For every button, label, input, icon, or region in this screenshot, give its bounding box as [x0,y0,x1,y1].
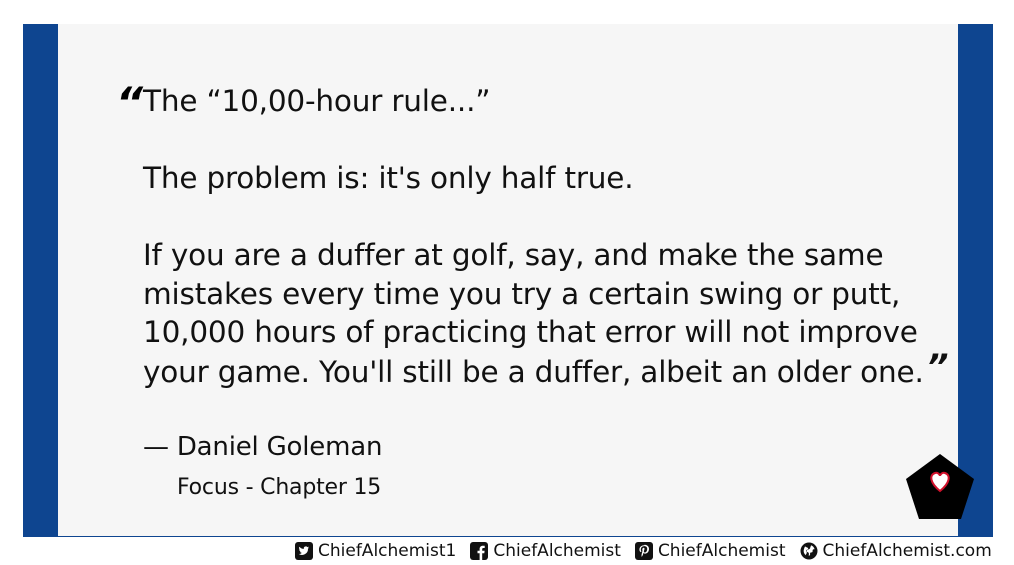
facebook-handle: ChiefAlchemist [493,541,621,561]
quote-line-body: If you are a duffer at golf, say, and ma… [143,236,963,391]
open-quote-mark: “ [116,78,143,127]
quote-body-text: If you are a duffer at golf, say, and ma… [143,238,924,389]
quote-text: The “10,00-hour rule...” The problem is:… [143,82,963,391]
quote-line-title: The “10,00-hour rule...” [143,84,491,118]
social-footer: ChiefAlchemist1 ChiefAlchemist ChiefAlch… [295,540,992,562]
quote-card: “ The “10,00-hour rule...” The problem i… [23,24,993,537]
heart-icon [930,471,950,493]
twitter-icon [295,542,313,560]
quote-panel: “ The “10,00-hour rule...” The problem i… [58,24,974,536]
quote-line-claim: The problem is: it's only half true. [143,161,634,195]
website-url: ChiefAlchemist.com [822,541,992,561]
pinterest-handle: ChiefAlchemist [657,541,786,561]
pinterest-icon [634,542,653,560]
globe-icon [800,542,817,560]
pentagon-heart-logo [906,454,974,519]
facebook-link[interactable]: ChiefAlchemist [470,541,621,561]
website-link[interactable]: ChiefAlchemist.com [800,541,992,561]
quote-author: — Daniel Goleman [143,432,383,462]
twitter-link[interactable]: ChiefAlchemist1 [295,541,456,561]
quote-source: Focus - Chapter 15 [177,475,382,500]
close-quote-mark: ” [926,346,949,387]
facebook-icon [470,542,489,560]
pinterest-link[interactable]: ChiefAlchemist [634,541,786,561]
twitter-handle: ChiefAlchemist1 [318,541,457,561]
